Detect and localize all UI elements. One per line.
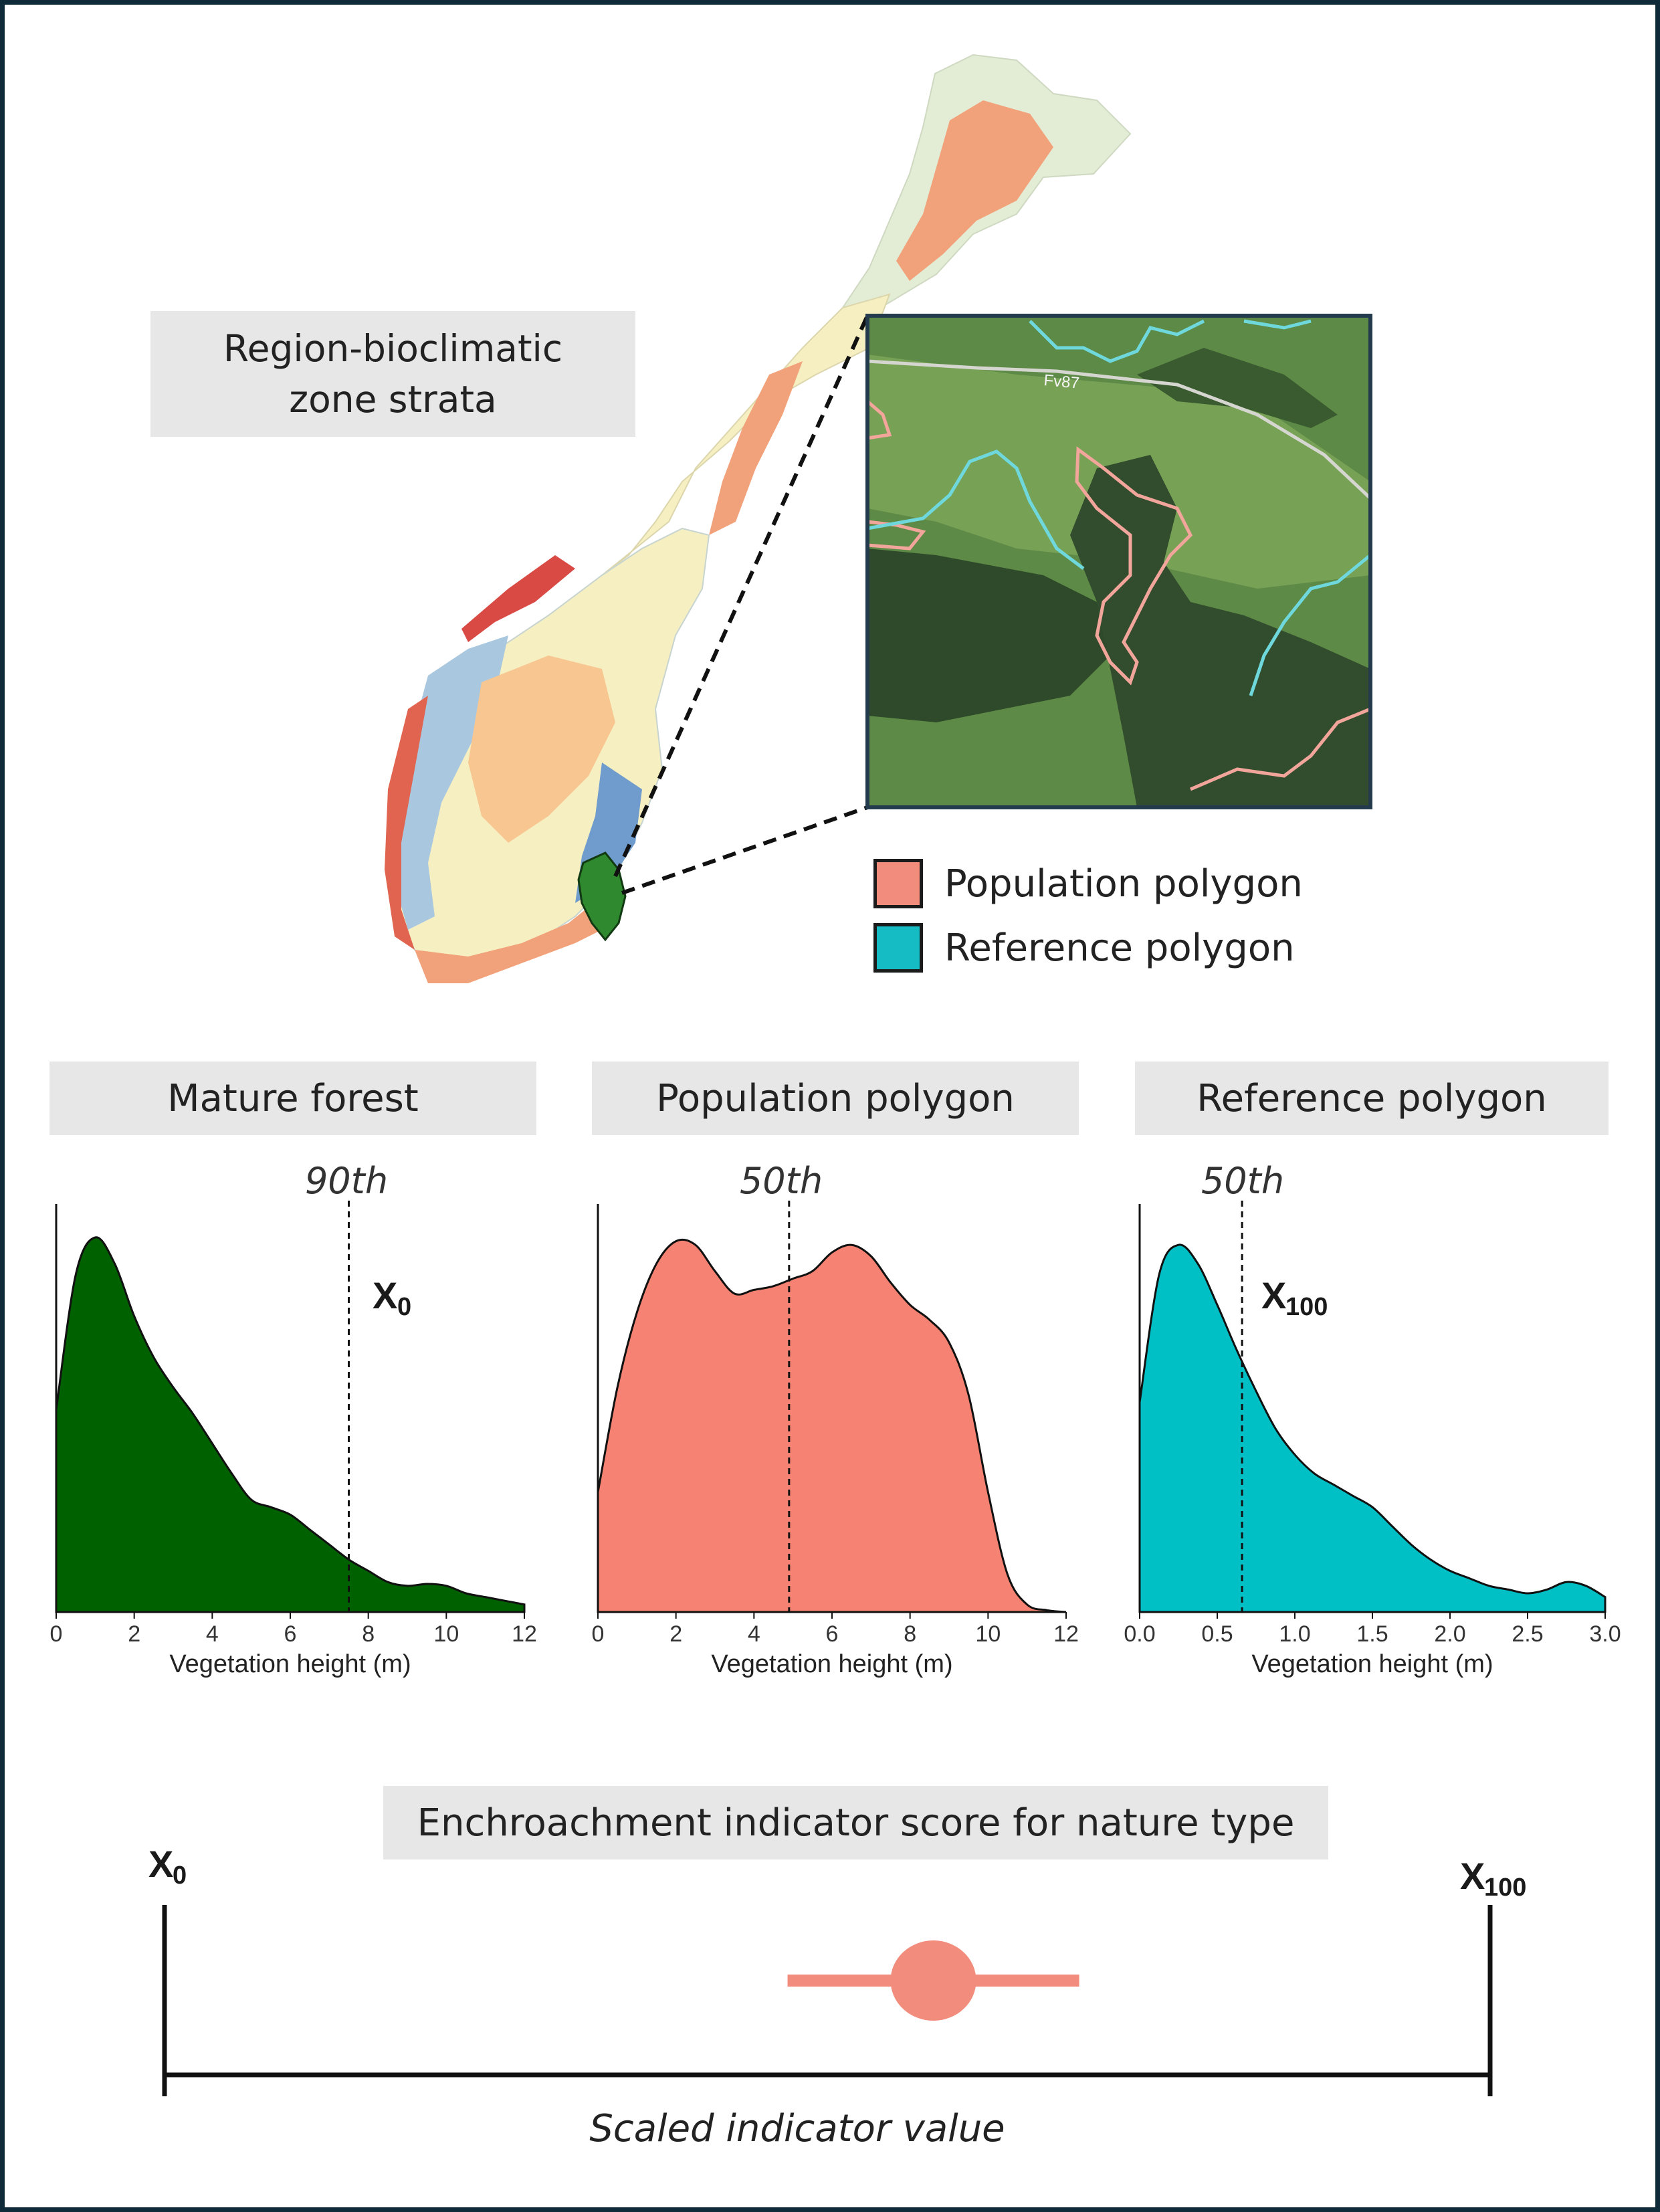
population-x-axis-title: Vegetation height (m) <box>711 1650 952 1678</box>
legend-population-label: Population polygon <box>944 862 1303 906</box>
population-density-area <box>597 1238 1067 1613</box>
reference-percentile-label: 50th <box>1201 1160 1284 1202</box>
score-right-subscript: 100 <box>1484 1874 1526 1902</box>
population-percentile-label: 50th <box>740 1160 823 1202</box>
inset-reference-outline-1 <box>867 449 1085 570</box>
mature-x-tick-label: 4 <box>206 1621 219 1647</box>
score-title: Enchroachment indicator score for nature… <box>383 1786 1328 1859</box>
legend-reference-label: Reference polygon <box>944 926 1295 970</box>
map-region-inland-orange <box>468 656 615 843</box>
inset-road <box>867 359 1372 500</box>
inset-road-label: Fv87 <box>1043 371 1080 393</box>
population-x-tick-label: 0 <box>592 1621 605 1647</box>
mature-x-axis-title: Vegetation height (m) <box>169 1650 411 1678</box>
inset-forest-top <box>1137 348 1338 428</box>
score-point <box>890 1940 976 2021</box>
map-region-west-red <box>461 555 575 642</box>
mature-x-tick-label: 6 <box>284 1621 297 1647</box>
legend-population-swatch <box>873 859 923 908</box>
mature-x-tick-label: 2 <box>128 1621 140 1647</box>
region-label-line2: zone strata <box>289 378 497 421</box>
inset-border <box>865 314 1372 809</box>
panel-title-mature: Mature forest <box>49 1062 536 1135</box>
score-left-label: X <box>148 1843 173 1885</box>
region-label-line1: Region-bioclimatic <box>223 327 563 370</box>
connector-bottom <box>621 805 868 895</box>
population-x-tick-label: 6 <box>826 1621 839 1647</box>
mature-x-tick-label: 8 <box>362 1621 375 1647</box>
inset-reference-outline-3 <box>1249 554 1372 696</box>
density-panel-mature: 0 2 4 6 8 10 12 Vegetation height (m) <box>50 1201 537 1678</box>
inset-aerial-map: Fv87 <box>865 314 1372 809</box>
reference-x-tick-label: 1.5 <box>1356 1621 1388 1647</box>
reference-marker-letter: X <box>1261 1274 1286 1316</box>
legend-reference: Reference polygon <box>873 923 1295 973</box>
population-x-tick-label: 10 <box>975 1621 1001 1647</box>
reference-x-tick-label: 2.5 <box>1512 1621 1543 1647</box>
map-region-mid <box>601 293 891 576</box>
mature-x-tick-label: 0 <box>50 1621 63 1647</box>
reference-x-tick-label: 0.0 <box>1124 1621 1155 1647</box>
inset-reference-outline-4 <box>1243 319 1312 330</box>
legend-reference-swatch <box>873 923 923 973</box>
mature-x0-marker: X 0 <box>373 1274 411 1321</box>
reference-x-tick-label: 0.5 <box>1201 1621 1233 1647</box>
mature-x-tick-label: 10 <box>433 1621 459 1647</box>
score-right-label: X <box>1460 1855 1485 1897</box>
region-strata-label: Region-bioclimatic zone strata <box>150 311 635 437</box>
inset-connectors <box>613 314 869 895</box>
map-region-south-west-red <box>385 696 428 950</box>
legend-population: Population polygon <box>873 859 1303 908</box>
reference-density-area <box>1138 1243 1606 1613</box>
scaled-indicator-label: Scaled indicator value <box>589 2107 1005 2150</box>
mature-marker-letter: X <box>373 1274 397 1316</box>
connector-top <box>613 314 869 878</box>
inset-population-outline-3 <box>866 400 892 440</box>
population-x-tick-label: 12 <box>1053 1621 1079 1647</box>
inset-population-outline-4 <box>1190 707 1371 791</box>
inset-forest-left <box>867 548 1110 722</box>
score-left-subscript: 0 <box>173 1862 187 1890</box>
density-panel-population: 0 2 4 6 8 10 12 Vegetation height (m) <box>592 1201 1079 1678</box>
reference-x-tick-label: 2.0 <box>1434 1621 1465 1647</box>
inset-population-outline-1 <box>1075 446 1193 686</box>
panel-title-reference: Reference polygon <box>1135 1062 1609 1135</box>
map-region-coast-salmon <box>415 896 615 983</box>
population-x-tick-label: 2 <box>669 1621 682 1647</box>
map-selected-region <box>577 851 627 942</box>
mature-x-tick-label: 12 <box>512 1621 537 1647</box>
score-scale: X 0 X 100 Scaled indicator value <box>148 1843 1526 2150</box>
population-x-tick-label: 8 <box>904 1621 916 1647</box>
population-x-tick-label: 4 <box>748 1621 760 1647</box>
reference-x-tick-label: 1.0 <box>1279 1621 1310 1647</box>
map-region-mid-salmon <box>709 361 803 535</box>
inset-forest-right <box>1070 455 1370 807</box>
density-panel-reference: 0.0 0.5 1.0 1.5 2.0 2.5 3.0 Vegetation height (… <box>1124 1201 1621 1678</box>
mature-density-area <box>55 1236 526 1613</box>
map-region-north-salmon <box>896 100 1053 281</box>
reference-marker-subscript: 100 <box>1285 1293 1328 1321</box>
reference-x-axis-title: Vegetation height (m) <box>1251 1650 1493 1678</box>
inset-reference-outline-2 <box>1029 319 1205 363</box>
reference-x100-marker: X 100 <box>1261 1274 1328 1321</box>
reference-x-tick-label: 3.0 <box>1589 1621 1621 1647</box>
panel-title-population: Population polygon <box>592 1062 1079 1135</box>
mature-percentile-label: 90th <box>305 1160 388 1202</box>
mature-marker-subscript: 0 <box>397 1293 411 1321</box>
norway-map <box>385 54 1132 983</box>
